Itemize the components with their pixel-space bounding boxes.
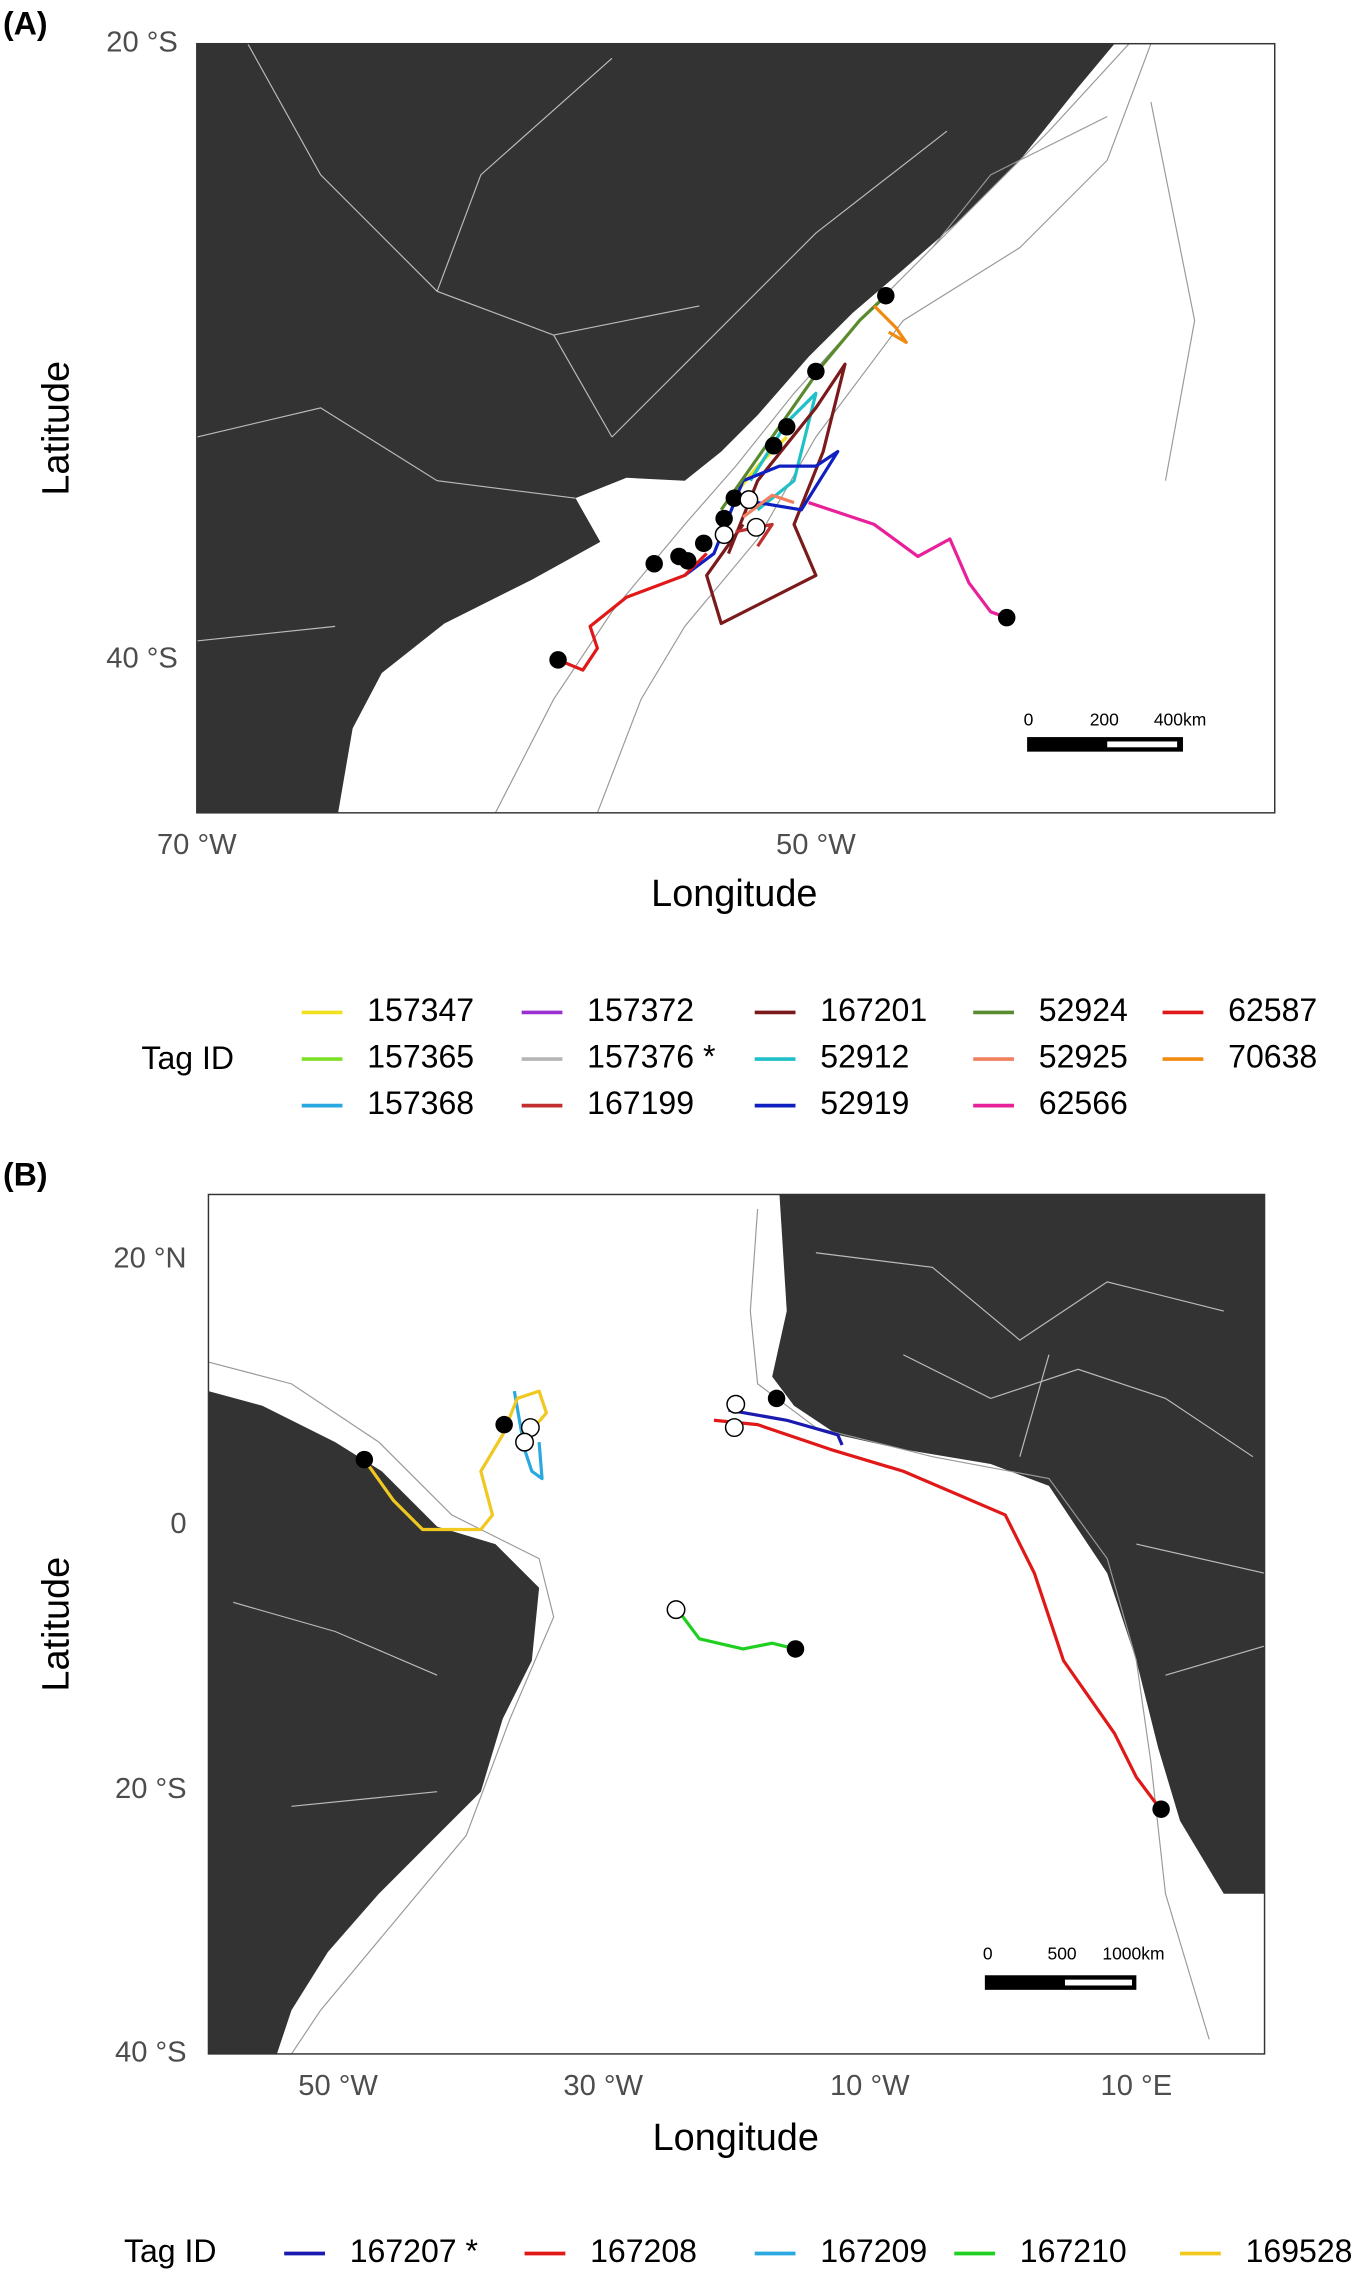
scale-label: 0 [983, 1944, 993, 1964]
legend-label: 167208 [590, 2233, 697, 2269]
x-tick-label: 10 °E [1101, 2070, 1173, 2102]
legend-label: 167201 [820, 992, 927, 1028]
scale-label: 0 [1024, 710, 1034, 730]
legend-label: 52912 [820, 1038, 909, 1074]
legend-label: 52919 [820, 1085, 909, 1121]
legend-label: 169528 [1246, 2233, 1353, 2269]
legend-label: 167210 [1020, 2233, 1127, 2269]
panel-frame [207, 1193, 1266, 2055]
x-axis-title: Longitude [653, 2117, 819, 2159]
y-axis-title: Latitude [35, 1557, 77, 1692]
legend: 157347 157365 157368 157372 157376 * 167199 16… [301, 992, 1317, 1121]
track [808, 501, 1008, 620]
track [713, 1418, 1160, 1808]
legend-label: 62587 [1228, 992, 1317, 1028]
track [512, 1390, 544, 1481]
y-tick-label: 0 [170, 1508, 186, 1540]
x-axis-title: Longitude [651, 873, 817, 915]
x-tick-label: 50 °W [298, 2070, 378, 2102]
x-tick-label: 30 °W [563, 2070, 643, 2102]
x-tick-label: 70 °W [157, 829, 237, 861]
scale-label: 400km [1154, 710, 1206, 730]
track [363, 1389, 549, 1532]
legend-label: 167209 [820, 2233, 927, 2269]
legend-title: Tag ID [141, 1040, 234, 1076]
legend-label: 157365 [367, 1038, 474, 1074]
legend-label: 62566 [1039, 1085, 1128, 1121]
map-b [208, 1194, 1265, 2054]
legend-label: 167199 [587, 1085, 694, 1121]
y-tick-label: 20 °S [106, 26, 178, 58]
legend-title: Tag ID [124, 2233, 217, 2269]
track [557, 552, 708, 672]
track [705, 362, 847, 626]
y-axis-title: Latitude [35, 361, 77, 496]
scale-label: 500 [1047, 1944, 1076, 1964]
y-tick-label: 20 °S [115, 1773, 187, 1805]
y-tick-label: 20 °N [113, 1243, 186, 1275]
legend-label: 52925 [1039, 1038, 1128, 1074]
track [873, 304, 908, 344]
track [728, 1408, 844, 1446]
legend-label: 70638 [1228, 1038, 1317, 1074]
panel-frame [196, 42, 1276, 814]
legend-label: 157372 [587, 992, 694, 1028]
legend: 167207 * 167208 167209 167210 169528 [284, 2233, 1352, 2269]
legend-label: 52924 [1039, 992, 1128, 1028]
track [742, 493, 795, 519]
track [676, 1608, 796, 1651]
scale-label: 1000km [1102, 1944, 1164, 1964]
y-tick-label: 40 °S [115, 2037, 187, 2069]
y-tick-label: 40 °S [106, 643, 178, 675]
legend-label: 157368 [367, 1085, 474, 1121]
scale-label: 200 [1090, 710, 1119, 730]
legend-label: 167207 * [350, 2233, 478, 2269]
panel-label: (B) [3, 1156, 47, 1192]
track [719, 294, 887, 511]
map-a [196, 43, 1196, 813]
legend-label: 157347 [367, 992, 474, 1028]
x-tick-label: 10 °W [830, 2070, 910, 2102]
legend-label: 157376 * [587, 1038, 715, 1074]
x-tick-label: 50 °W [776, 829, 856, 861]
panel-label: (A) [3, 6, 47, 42]
